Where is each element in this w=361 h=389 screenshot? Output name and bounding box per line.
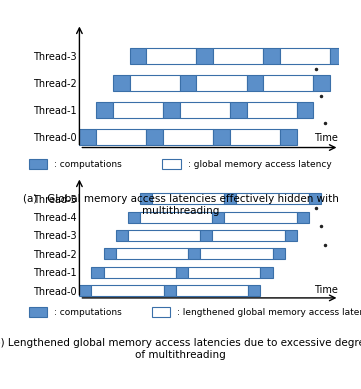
- Bar: [176, 285, 248, 296]
- Bar: [200, 230, 212, 241]
- Bar: [79, 285, 91, 296]
- Bar: [163, 102, 180, 118]
- Text: (a)   Global memory access latencies effectively hidden with
multithreading: (a) Global memory access latencies effec…: [22, 194, 339, 216]
- Text: Time: Time: [314, 285, 338, 295]
- Bar: [224, 212, 297, 223]
- Bar: [128, 212, 140, 223]
- Bar: [263, 48, 280, 64]
- Bar: [180, 102, 230, 118]
- Bar: [140, 193, 152, 204]
- Text: : lengthened global memory access latency: : lengthened global memory access latenc…: [177, 308, 361, 317]
- Bar: [130, 48, 146, 64]
- Bar: [113, 102, 163, 118]
- Bar: [213, 48, 263, 64]
- Bar: [213, 129, 230, 145]
- Bar: [297, 212, 309, 223]
- Bar: [236, 193, 309, 204]
- Bar: [230, 129, 280, 145]
- Bar: [116, 230, 128, 241]
- Bar: [113, 75, 130, 91]
- Bar: [280, 129, 297, 145]
- Bar: [212, 212, 224, 223]
- Text: Time: Time: [314, 133, 338, 144]
- Text: : global memory access latency: : global memory access latency: [188, 160, 331, 169]
- Bar: [104, 248, 116, 259]
- Bar: [247, 75, 263, 91]
- Bar: [104, 267, 176, 278]
- Text: : computations: : computations: [54, 160, 122, 169]
- Bar: [91, 267, 104, 278]
- Bar: [163, 129, 213, 145]
- Bar: [273, 248, 284, 259]
- Bar: [140, 212, 212, 223]
- Bar: [263, 75, 313, 91]
- Bar: [230, 102, 247, 118]
- Bar: [284, 230, 297, 241]
- Bar: [330, 48, 347, 64]
- Bar: [176, 267, 188, 278]
- Text: : computations: : computations: [54, 308, 122, 317]
- Bar: [96, 129, 146, 145]
- Bar: [164, 285, 176, 296]
- Bar: [260, 267, 273, 278]
- Bar: [280, 48, 330, 64]
- Bar: [196, 75, 247, 91]
- Bar: [152, 193, 224, 204]
- Bar: [248, 285, 260, 296]
- Bar: [188, 248, 200, 259]
- Bar: [224, 193, 236, 204]
- Bar: [116, 248, 188, 259]
- Bar: [128, 230, 200, 241]
- Bar: [200, 248, 273, 259]
- Bar: [180, 75, 196, 91]
- Bar: [247, 102, 297, 118]
- Bar: [91, 285, 164, 296]
- Bar: [146, 129, 163, 145]
- Bar: [96, 102, 113, 118]
- Bar: [313, 75, 330, 91]
- Bar: [146, 48, 196, 64]
- Bar: [188, 267, 260, 278]
- Bar: [212, 230, 284, 241]
- Bar: [130, 75, 180, 91]
- Text: (b) Lengthened global memory access latencies due to excessive degree
of multith: (b) Lengthened global memory access late…: [0, 338, 361, 360]
- Bar: [196, 48, 213, 64]
- Bar: [79, 129, 96, 145]
- Bar: [309, 193, 321, 204]
- Bar: [297, 102, 313, 118]
